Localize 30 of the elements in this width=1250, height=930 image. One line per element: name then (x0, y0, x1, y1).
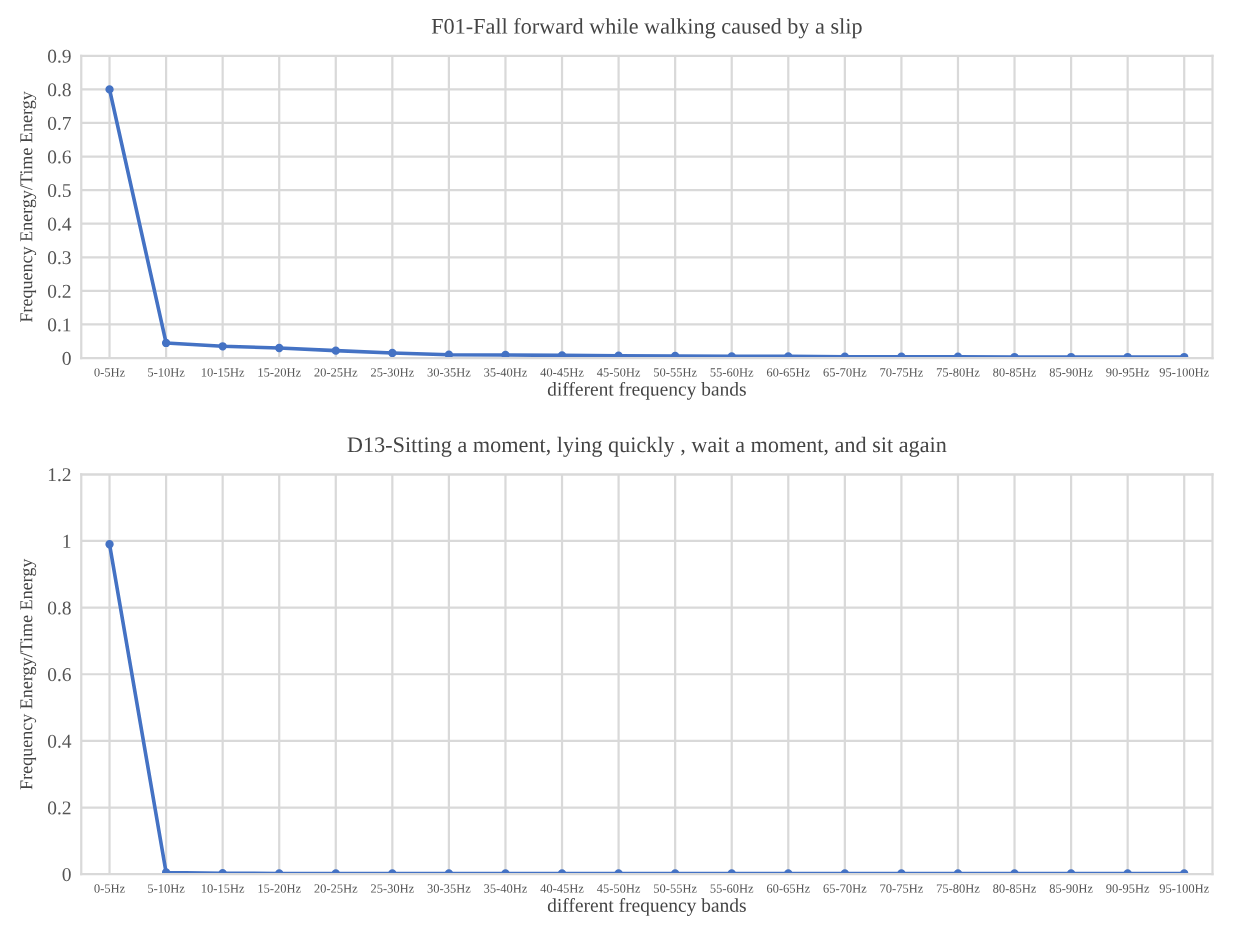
y-axis-title: Frequency Energy/Time Energy (20, 91, 37, 323)
point (161, 338, 171, 348)
x-axis-title: different frequency bands (547, 381, 746, 400)
y-tick-label: 0.6 (47, 668, 71, 682)
y-tick-label: 0.6 (47, 150, 71, 164)
y-tick-label: 0 (62, 351, 71, 365)
point (275, 343, 284, 353)
y-tick-label: 0.4 (47, 734, 72, 748)
y-tick-label: 0.8 (47, 83, 71, 97)
y-tick-label: 0 (62, 868, 71, 882)
chart-title: F01-Fall forward while walking caused by a slip (431, 17, 862, 39)
point (218, 342, 227, 351)
y-tick-label: 1.2 (48, 468, 71, 482)
y-tick-label: 0.7 (47, 116, 71, 130)
y-tick-label: 0.8 (47, 601, 71, 615)
point (105, 85, 114, 94)
y-tick-label: 0.2 (47, 801, 71, 815)
y-tick-label: 0.5 (47, 183, 71, 198)
y-tick-label: 0.2 (47, 284, 71, 298)
point (331, 346, 340, 355)
chart-title: D13-Sitting a moment, lying quickly , wait a moment, and sit again (347, 436, 947, 457)
y-tick-label: 1 (63, 534, 71, 548)
point (388, 348, 397, 358)
x-axis-title: different frequency bands (547, 898, 746, 916)
y-tick-label: 0.4 (47, 217, 72, 231)
y-axis-title: Frequency Energy/Time Energy (20, 558, 37, 790)
point (105, 540, 114, 549)
y-tick-label: 0.1 (47, 318, 71, 332)
y-tick-label: 0.9 (47, 49, 71, 63)
y-tick-label: 0.3 (47, 251, 71, 265)
